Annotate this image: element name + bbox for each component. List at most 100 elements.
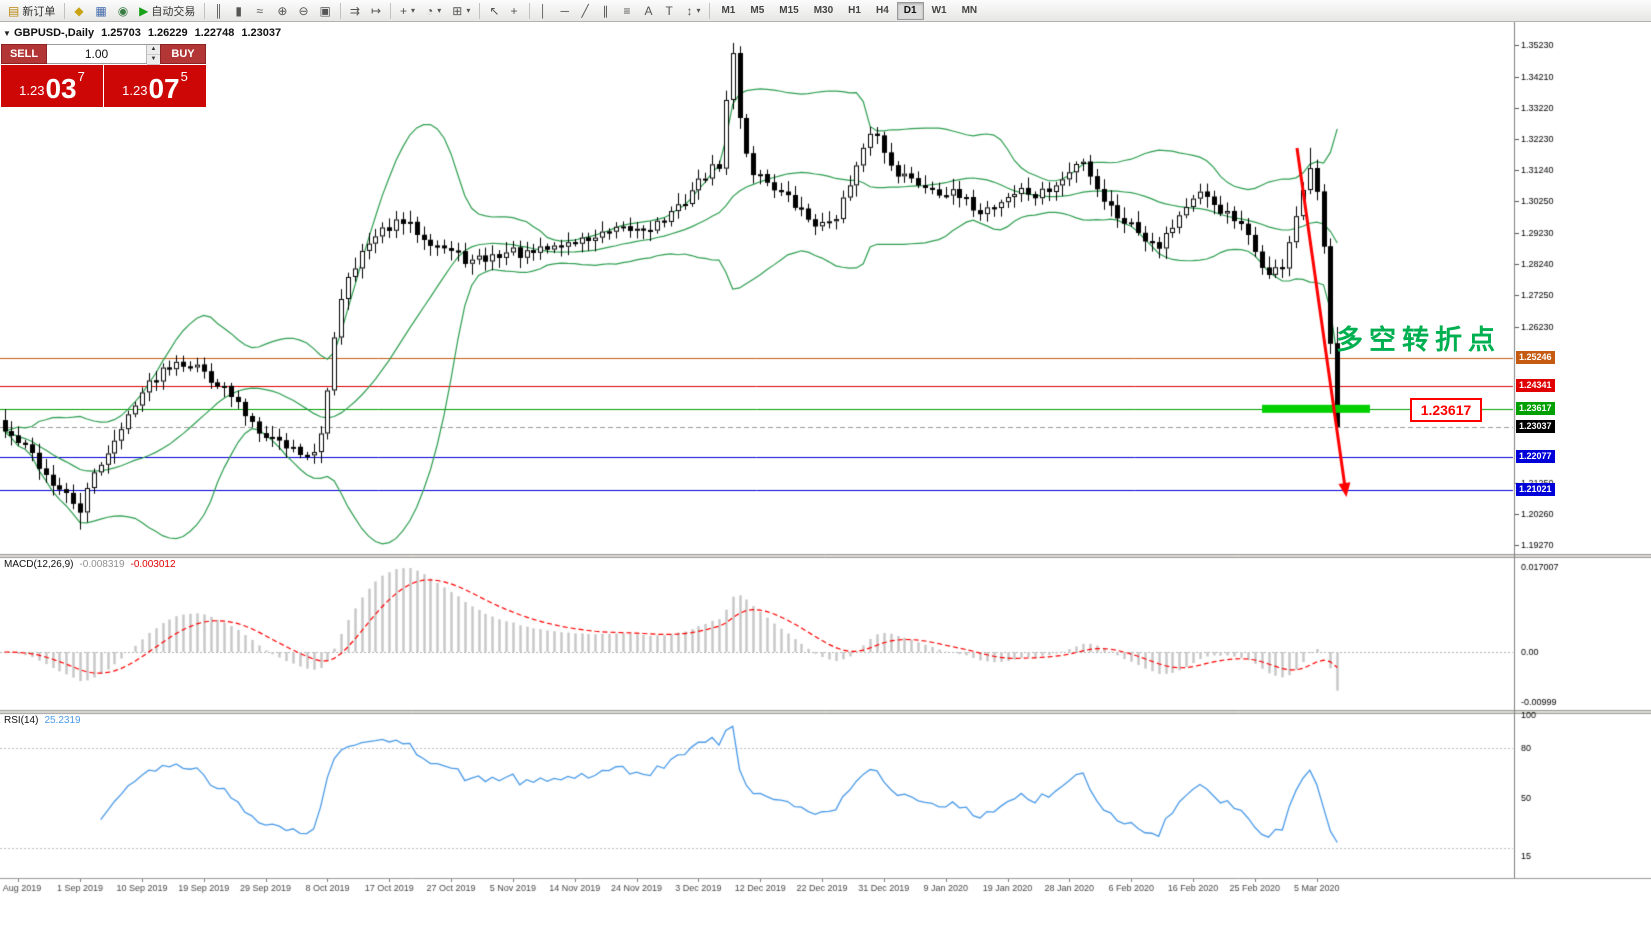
text-button[interactable]: A (639, 1, 659, 20)
new-order-icon: ▤ (8, 3, 20, 18)
toolbar-divider (709, 2, 711, 19)
zoom-out-button[interactable]: ⊖ (293, 1, 313, 20)
volume-field: ▲ ▼ (47, 44, 160, 65)
tile-windows-button[interactable]: ▣ (315, 1, 336, 20)
zoom-in-icon: ⊕ (277, 3, 288, 18)
ohlc-low: 1.22748 (194, 27, 235, 39)
macd-header: MACD(12,26,9) -0.008319 -0.003012 (4, 559, 182, 570)
new-order-label: 新订单 (22, 5, 56, 18)
toolbar-divider (390, 2, 391, 19)
vertical-line-button[interactable]: │ (534, 1, 554, 20)
volume-decrease-button[interactable]: ▼ (147, 55, 160, 65)
candlestick-chart-button[interactable]: ▮ (230, 1, 250, 20)
zoom-out-icon: ⊖ (298, 3, 309, 18)
horizontal-line-button[interactable]: ─ (555, 1, 575, 20)
rsi-header: RSI(14) 25.2319 (4, 715, 87, 726)
timeframe-m30-button[interactable]: M30 (807, 2, 840, 20)
toolbar-divider (479, 2, 481, 19)
buy-price-prefix: 1.23 (122, 83, 148, 98)
profiles-icon: ◔ (426, 3, 434, 18)
price-callout-label: 1.23617 (1410, 398, 1482, 422)
equidistant-channel-icon: ∥ (602, 3, 609, 18)
timeframe-h4-button[interactable]: H4 (869, 2, 896, 20)
timeframe-h1-button[interactable]: H1 (841, 2, 868, 20)
indicators-list-caret-icon: ▾ (466, 6, 471, 15)
rsi-value: 25.2319 (44, 715, 81, 726)
cursor-icon: ↖ (489, 3, 500, 18)
text-label-icon: T (665, 3, 673, 18)
zoom-in-button[interactable]: ⊕ (272, 1, 292, 20)
sell-price-superscript: 7 (77, 69, 85, 84)
turning-point-annotation: 多空转折点 (1336, 325, 1501, 355)
ohlc-open: 1.25703 (101, 27, 141, 39)
buy-price-button[interactable]: 1.23 07 5 (104, 65, 206, 107)
buy-button[interactable]: BUY (160, 44, 206, 64)
line-chart-button[interactable]: ≈ (251, 1, 271, 20)
buy-price-superscript: 5 (180, 69, 188, 84)
volume-input[interactable] (47, 45, 146, 63)
axis-label-1.21021: 1.21021 (1516, 483, 1555, 496)
axis-label-1.24341: 1.24341 (1516, 379, 1555, 392)
indicators-list-button[interactable]: ⊞ ▾ (447, 1, 475, 20)
one-click-trading-panel: SELL ▲ ▼ BUY 1.23 03 7 1.23 07 5 (1, 44, 206, 107)
market-watch-icon: ◆ (74, 3, 84, 18)
new-chart-icon: + (400, 3, 408, 18)
new-chart-button[interactable]: + ▾ (395, 1, 420, 20)
toolbar-divider (204, 2, 206, 19)
sell-button[interactable]: SELL (1, 44, 47, 64)
crosshair-icon: + (510, 3, 518, 18)
volume-increase-button[interactable]: ▲ (147, 45, 160, 55)
timeframe-d1-button[interactable]: D1 (896, 1, 924, 20)
navigator-icon: ◉ (117, 3, 129, 18)
toolbar-divider (529, 2, 531, 19)
profiles-button[interactable]: ◔ ▾ (421, 1, 446, 20)
chart-canvas[interactable] (0, 22, 1651, 946)
horizontal-line-icon: ─ (560, 3, 569, 18)
crosshair-button[interactable]: + (505, 1, 525, 20)
rsi-title: RSI(14) (4, 715, 39, 726)
candlestick-chart-icon: ▮ (235, 3, 243, 18)
arrows-icon: ↕ (686, 3, 693, 18)
autotrading-icon: ▶ (139, 3, 149, 18)
axis-label-1.23617: 1.23617 (1516, 402, 1555, 415)
macd-title: MACD(12,26,9) (4, 559, 74, 570)
market-watch-button[interactable]: ◆ (69, 1, 89, 20)
autotrading-button[interactable]: ▶ 自动交易 (134, 1, 200, 20)
timeframe-mn-button[interactable]: MN (955, 2, 985, 20)
arrows-button[interactable]: ↕ ▾ (681, 1, 705, 20)
new-order-button[interactable]: ▤ 新订单 (3, 1, 60, 20)
trendline-button[interactable]: ╱ (576, 1, 596, 20)
timeframe-w1-button[interactable]: W1 (925, 2, 954, 20)
ohlc-high: 1.26229 (147, 27, 188, 39)
chart-shift-icon: ↦ (370, 3, 381, 18)
trendline-icon: ╱ (581, 3, 589, 18)
arrows-caret-icon: ▾ (696, 6, 701, 15)
data-window-button[interactable]: ▦ (90, 1, 111, 20)
macd-main-value: -0.008319 (79, 559, 125, 570)
equidistant-channel-button[interactable]: ∥ (597, 1, 617, 20)
text-label-button[interactable]: T (660, 1, 680, 20)
bar-chart-icon: ║ (214, 3, 223, 18)
line-chart-icon: ≈ (256, 3, 263, 18)
timeframe-m1-button[interactable]: M1 (714, 2, 742, 20)
chart-shift-button[interactable]: ↦ (366, 1, 386, 20)
volume-spinner: ▲ ▼ (146, 45, 160, 65)
data-window-icon: ▦ (95, 3, 107, 18)
one-click-collapse-arrow[interactable]: ▼ (3, 29, 11, 38)
text-icon: A (644, 3, 653, 18)
timeframe-m15-button[interactable]: M15 (772, 2, 805, 20)
navigator-button[interactable]: ◉ (113, 1, 133, 20)
macd-signal-value: -0.003012 (130, 559, 176, 570)
auto-scroll-icon: ⇉ (349, 3, 360, 18)
axis-label-1.25246: 1.25246 (1516, 351, 1555, 364)
sell-price-button[interactable]: 1.23 03 7 (1, 65, 103, 107)
timeframe-m5-button[interactable]: M5 (743, 2, 771, 20)
sell-price-prefix: 1.23 (19, 83, 45, 98)
cursor-button[interactable]: ↖ (484, 1, 504, 20)
bar-chart-button[interactable]: ║ (209, 1, 229, 20)
auto-scroll-button[interactable]: ⇉ (345, 1, 365, 20)
fibonacci-button[interactable]: ≡ (618, 1, 638, 20)
profiles-caret-icon: ▾ (437, 6, 442, 15)
axis-label-1.23037: 1.23037 (1516, 420, 1555, 433)
sell-price-big-digits: 03 (45, 73, 77, 104)
